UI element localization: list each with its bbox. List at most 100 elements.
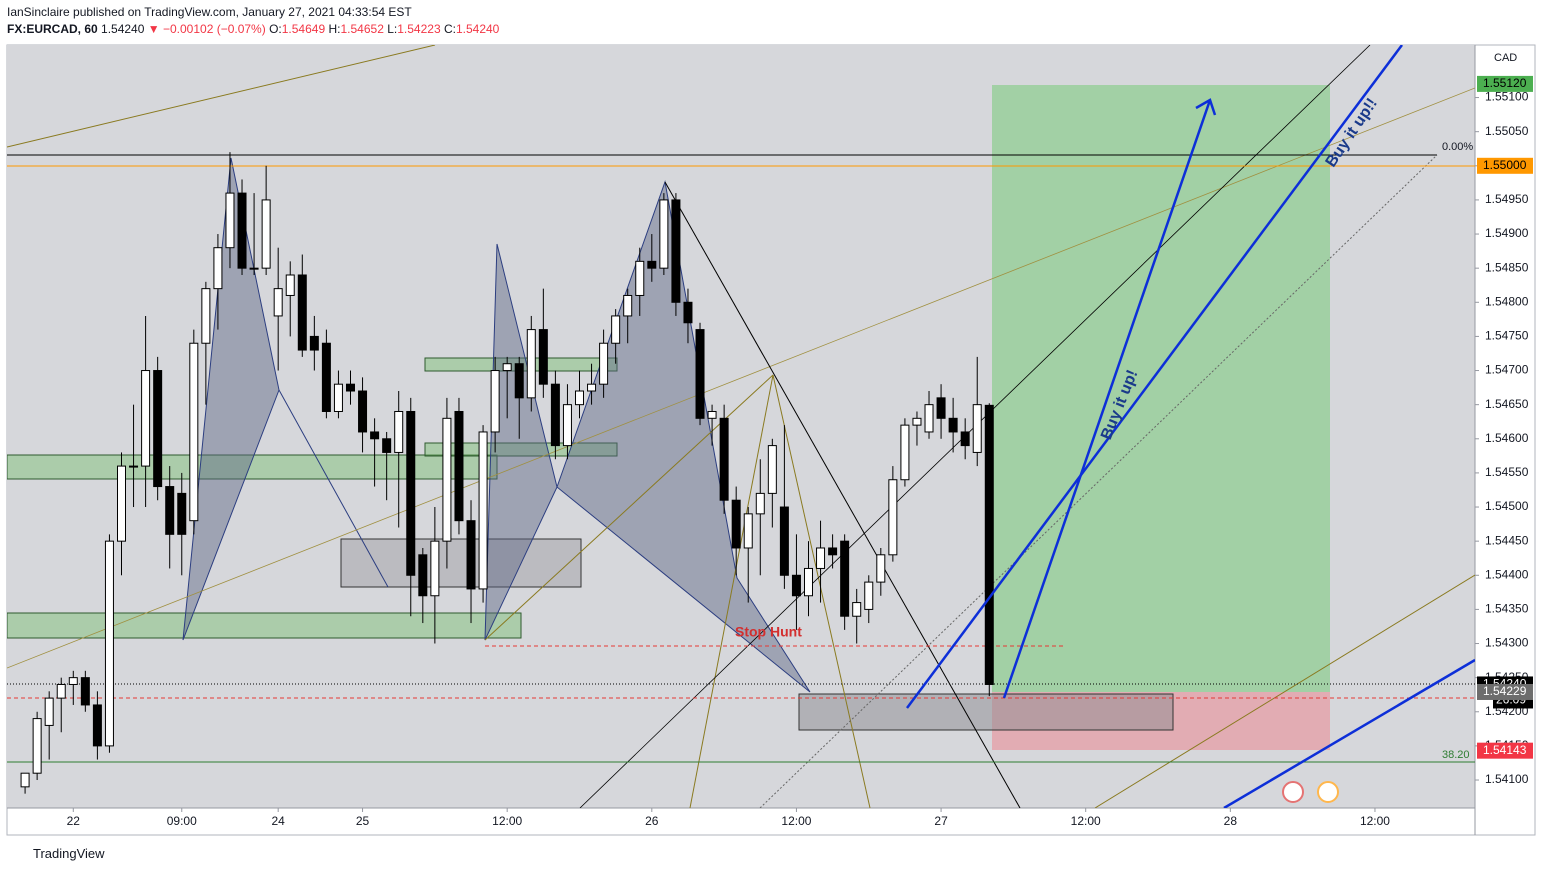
candle-body [225, 192, 235, 249]
ohlc-o: 1.54649 [281, 22, 326, 36]
candle-body [767, 445, 777, 494]
candle-body [852, 602, 862, 617]
x-tick-label: 12:00 [781, 814, 811, 828]
candle-body [32, 718, 42, 774]
trend-line [689, 374, 774, 808]
candle-body [454, 410, 464, 522]
y-tick-label: 1.54300 [1485, 636, 1529, 650]
candle-body [538, 329, 548, 385]
price-tag-label: 1.54229 [1483, 684, 1527, 698]
trend-line [772, 374, 871, 808]
candle-body [297, 274, 307, 351]
candle-body [587, 383, 597, 392]
candle-body [803, 567, 813, 597]
arrow-head [1195, 98, 1217, 116]
candle-body [550, 383, 560, 447]
candle-body [659, 199, 669, 269]
candle-body [394, 410, 404, 453]
drawings [7, 45, 1475, 808]
last-price: 1.54240 [101, 22, 145, 36]
candle-body [129, 465, 139, 468]
candle-body [514, 363, 524, 399]
price-tag-label: 1.55120 [1483, 76, 1527, 90]
candle-body [635, 260, 645, 296]
y-tick-label: 1.54650 [1485, 397, 1529, 411]
ohlc-l-label: L: [387, 22, 398, 36]
candle-body [249, 267, 259, 270]
candle-body [104, 540, 114, 747]
trend-line [7, 45, 436, 148]
candle-body [478, 431, 488, 590]
candle-body [165, 486, 175, 535]
y-tick-label: 1.54750 [1485, 329, 1529, 343]
candle-body [623, 294, 633, 317]
y-tick-label: 1.54550 [1485, 465, 1529, 479]
candle-body [611, 315, 621, 344]
y-tick-label: 1.54500 [1485, 499, 1529, 513]
candle-body [490, 370, 500, 433]
candles [20, 152, 994, 794]
candle-body [888, 479, 898, 556]
fib-label: 38.20 [1442, 749, 1470, 761]
candle-body [309, 335, 319, 351]
candle-body [900, 424, 910, 481]
candle-body [345, 383, 355, 392]
candle-body [466, 520, 476, 590]
symbol: FX:EURCAD, 60 [7, 22, 98, 36]
candle-body [201, 288, 211, 344]
icons [1282, 781, 1339, 803]
arrow-line [1223, 658, 1475, 808]
trend-line [759, 154, 1438, 808]
axis-unit: CAD [1494, 52, 1517, 64]
price-tag-label: 1.54143 [1483, 743, 1527, 757]
candle-body [418, 554, 428, 597]
y-tick-label: 1.54950 [1485, 192, 1529, 206]
candle-body [864, 581, 874, 610]
candle-body [599, 342, 609, 385]
candle-body [828, 547, 838, 556]
candle-body [876, 554, 886, 583]
brand: TradingView [33, 846, 105, 861]
candle-body [333, 383, 343, 412]
candle-body [755, 492, 765, 515]
long-target-zone [992, 85, 1330, 692]
candle-body [20, 772, 30, 788]
x-tick-label: 28 [1224, 814, 1238, 828]
candle-body [936, 397, 946, 419]
ohlc-l: 1.54223 [397, 22, 441, 36]
arrow-line [905, 45, 1404, 709]
x-tick-label: 25 [356, 814, 370, 828]
candle-body [912, 417, 922, 426]
byline: IanSinclaire published on TradingView.co… [7, 5, 412, 19]
candle-body [562, 404, 572, 447]
candle-body [671, 199, 681, 303]
x-tick-label: 22 [67, 814, 81, 828]
x-tick-label: 27 [934, 814, 948, 828]
x-tick-label: 09:00 [167, 814, 197, 828]
candle-body [44, 697, 54, 726]
quote-line: FX:EURCAD, 60 1.54240 ▼ −0.00102 (−0.07%… [7, 21, 499, 38]
price-tag [1477, 683, 1533, 700]
x-tick-label: 24 [272, 814, 286, 828]
y-tick-label: 1.54850 [1485, 260, 1529, 274]
candle-body [960, 431, 970, 447]
y-tick-label: 1.54700 [1485, 363, 1529, 377]
candle-body [80, 677, 90, 706]
fib-label: 0.00% [1442, 141, 1473, 153]
ohlc-h: 1.54652 [340, 22, 384, 36]
y-tick-label: 1.55050 [1485, 124, 1529, 138]
plot-bg [7, 45, 1475, 808]
candle-body [743, 513, 753, 549]
y-tick-label: 1.54600 [1485, 431, 1529, 445]
candle-body [285, 274, 295, 296]
price-tag-label: 1.55000 [1483, 158, 1527, 172]
x-tick-label: 26 [645, 814, 659, 828]
annotation: Stop Hunt [735, 624, 802, 640]
candle-body [273, 288, 283, 317]
ohlc-c-label: C: [443, 22, 456, 36]
candle-body [647, 260, 657, 269]
candle-body [779, 506, 789, 576]
candle-body [92, 704, 102, 747]
